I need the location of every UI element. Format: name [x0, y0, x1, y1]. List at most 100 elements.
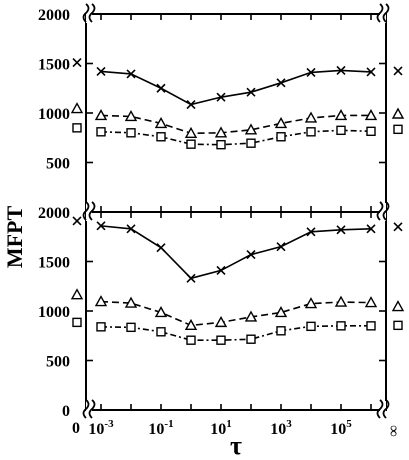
- series-line-triangle: [100, 114, 371, 135]
- axis-break-icon: [376, 399, 384, 419]
- data-point-x: [156, 83, 166, 93]
- data-point-x: [306, 227, 316, 237]
- plot-frame: [85, 211, 387, 411]
- data-point-triangle: [244, 310, 258, 322]
- data-point-x: [366, 67, 376, 77]
- x-tick-label-infinity: ∞: [385, 425, 402, 436]
- series-line-triangle: [100, 300, 372, 327]
- data-point-triangle: [94, 295, 108, 307]
- data-point-triangle: [334, 109, 348, 121]
- data-point-square: [366, 126, 376, 137]
- series-line-square: [100, 129, 372, 146]
- data-point-triangle: [154, 116, 168, 129]
- y-tick-label: 2000: [38, 7, 70, 24]
- axis-break-icon: [82, 399, 90, 419]
- break-mask: [86, 203, 92, 221]
- y-tick-label: 1500: [38, 255, 70, 272]
- data-point-square: [276, 326, 286, 336]
- data-point-x: [126, 69, 136, 79]
- data-point-triangle: [244, 123, 258, 135]
- data-point-x: [216, 92, 226, 102]
- data-point-x: [72, 57, 82, 68]
- data-point-x: [276, 78, 286, 88]
- data-point-triangle: [124, 296, 138, 308]
- break-mask: [380, 5, 386, 23]
- x-tick-label: 105: [330, 418, 352, 438]
- x-tick-label: 10-1: [148, 418, 173, 438]
- data-point-triangle: [391, 300, 405, 312]
- break-mask: [380, 401, 386, 419]
- data-point-square: [156, 327, 166, 337]
- data-point-x: [276, 242, 286, 252]
- data-point-square: [126, 322, 136, 333]
- data-point-x: [72, 216, 82, 226]
- data-point-square: [126, 128, 136, 138]
- data-point-square: [72, 317, 82, 328]
- data-point-triangle: [391, 107, 405, 119]
- data-point-triangle: [304, 111, 318, 123]
- x-axis-label: τ: [230, 431, 242, 460]
- data-point-square: [276, 132, 286, 142]
- data-point-triangle: [214, 315, 228, 328]
- data-point-square: [393, 124, 403, 135]
- data-point-x: [96, 66, 106, 76]
- series-line-square: [100, 325, 371, 342]
- data-point-square: [246, 334, 256, 344]
- axis-break-icon: [82, 201, 90, 221]
- data-point-triangle: [184, 126, 198, 138]
- x-tick-label: 101: [210, 418, 232, 438]
- data-point-x: [336, 65, 346, 75]
- data-point-x: [366, 224, 376, 234]
- data-point-x: [186, 100, 196, 110]
- data-point-x: [156, 243, 166, 253]
- data-point-triangle: [274, 306, 288, 318]
- axis-break-icon: [376, 3, 384, 23]
- data-point-square: [186, 335, 196, 345]
- axis-break-icon: [88, 201, 96, 221]
- data-point-square: [216, 335, 226, 345]
- data-point-x: [246, 87, 256, 97]
- break-mask: [86, 401, 92, 419]
- data-point-square: [72, 123, 82, 133]
- data-point-triangle: [124, 110, 138, 122]
- data-point-x: [336, 225, 346, 235]
- axis-break-icon: [82, 3, 90, 23]
- x-tick-label-zero: 0: [72, 420, 80, 437]
- data-point-square: [216, 139, 226, 150]
- data-point-square: [96, 127, 106, 137]
- x-tick-label: 103: [270, 418, 292, 438]
- data-point-x: [186, 273, 196, 283]
- data-point-square: [366, 321, 376, 331]
- y-tick-label: 1500: [38, 57, 70, 74]
- axis-break-icon: [382, 399, 390, 419]
- data-point-square: [96, 322, 106, 332]
- data-point-x: [306, 67, 316, 77]
- break-mask: [86, 5, 92, 23]
- axis-break-icon: [382, 201, 390, 221]
- data-point-triangle: [214, 126, 228, 138]
- axis-break-icon: [88, 3, 96, 23]
- data-point-triangle: [364, 296, 378, 308]
- data-point-square: [306, 127, 316, 137]
- data-point-square: [186, 139, 196, 149]
- y-tick-label: 1000: [38, 106, 70, 123]
- y-tick-label: 0: [62, 403, 70, 420]
- data-point-triangle: [154, 306, 168, 318]
- y-tick-label: 2000: [38, 205, 70, 222]
- y-tick-label: 500: [46, 156, 70, 173]
- y-axis-label: MFPT: [2, 206, 27, 269]
- data-point-square: [306, 321, 316, 332]
- data-point-x: [393, 222, 403, 232]
- data-point-triangle: [334, 295, 348, 307]
- data-point-triangle: [184, 318, 198, 331]
- data-point-square: [156, 132, 166, 142]
- bottom-panel: 2000 1500 1000 500 00 ∞ 10-3 10-1 101 103 105: [38, 201, 405, 438]
- data-point-x: [246, 250, 256, 260]
- series-line-x: [100, 69, 372, 106]
- data-point-square: [336, 125, 346, 136]
- y-tick-label: 500: [46, 354, 70, 371]
- axis-break-icon: [88, 399, 96, 419]
- axis-break-icon: [382, 3, 390, 23]
- data-point-x: [393, 66, 403, 76]
